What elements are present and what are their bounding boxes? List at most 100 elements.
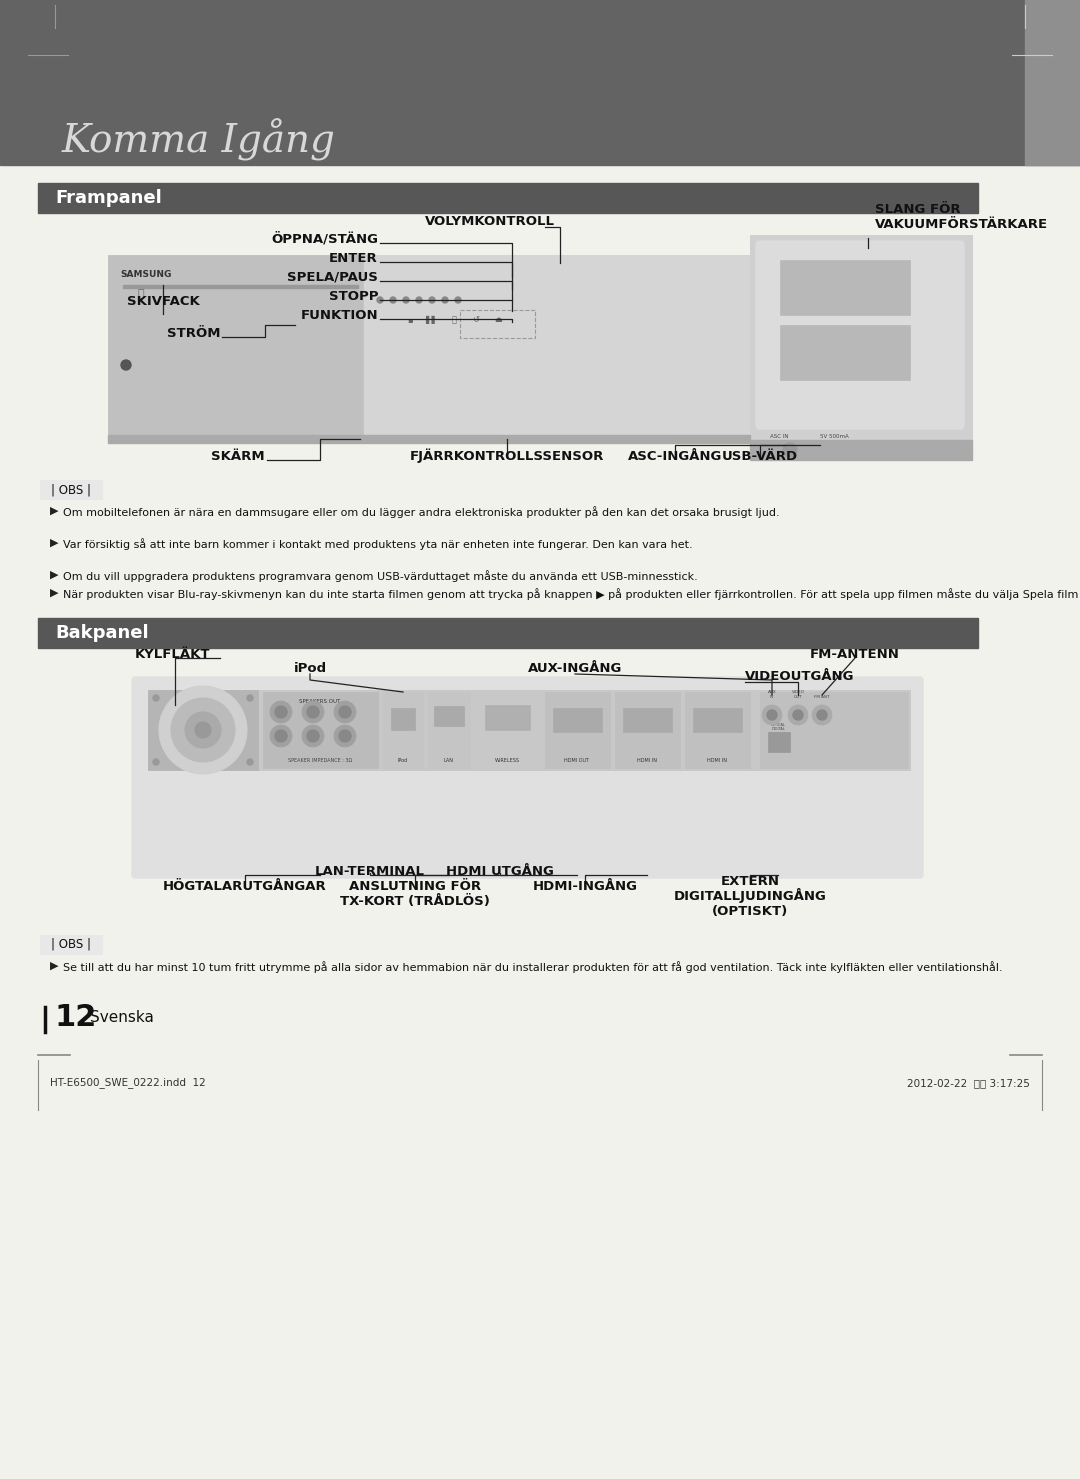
Circle shape — [247, 759, 253, 765]
Circle shape — [275, 705, 287, 717]
Text: EXTERN: EXTERN — [720, 876, 780, 887]
Bar — [750, 439, 972, 460]
Circle shape — [403, 297, 409, 303]
Text: ENTER: ENTER — [329, 251, 378, 265]
Text: AUX
IN: AUX IN — [768, 691, 777, 700]
Text: LAN: LAN — [444, 759, 454, 763]
Bar — [0, 0, 1080, 166]
Text: LAN-TERMINAL: LAN-TERMINAL — [315, 865, 426, 879]
Circle shape — [195, 722, 211, 738]
Text: SPEAKER IMPEDANCE : 3Ω: SPEAKER IMPEDANCE : 3Ω — [288, 759, 352, 763]
Text: ASC-INGÅNG: ASC-INGÅNG — [627, 450, 723, 463]
Circle shape — [185, 711, 221, 748]
Circle shape — [788, 705, 808, 725]
Bar — [108, 254, 750, 435]
Bar — [750, 235, 972, 456]
Bar — [780, 325, 910, 380]
Circle shape — [377, 297, 383, 303]
Circle shape — [762, 705, 782, 725]
Bar — [768, 732, 789, 751]
Text: Var försiktig så att inte barn kommer i kontakt med produktens yta när enheten i: Var försiktig så att inte barn kommer i … — [63, 538, 692, 550]
Bar — [475, 692, 540, 768]
Text: HDMI IN: HDMI IN — [637, 759, 657, 763]
Text: USB-VÄRD: USB-VÄRD — [721, 450, 798, 463]
Text: ÖPPNA/STÄNG: ÖPPNA/STÄNG — [271, 232, 378, 246]
Bar — [40, 481, 102, 498]
Circle shape — [390, 297, 396, 303]
Text: ▶: ▶ — [50, 538, 58, 549]
Text: Se till att du har minst 10 tum fritt utrymme på alla sidor av hemmabion när du : Se till att du har minst 10 tum fritt ut… — [63, 961, 1002, 973]
Text: ↺: ↺ — [473, 315, 480, 324]
Text: ▶: ▶ — [50, 961, 58, 972]
Bar — [40, 935, 102, 954]
Text: | OBS |: | OBS | — [51, 938, 91, 951]
Text: TX-KORT (TRÅDLÖS): TX-KORT (TRÅDLÖS) — [340, 895, 490, 908]
Text: ▶: ▶ — [50, 506, 58, 516]
Bar — [428, 692, 470, 768]
Circle shape — [153, 759, 159, 765]
Bar — [38, 618, 978, 648]
Bar — [434, 705, 464, 726]
Bar — [148, 691, 258, 771]
Text: 2012-02-22  오후 3:17:25: 2012-02-22 오후 3:17:25 — [907, 1078, 1030, 1089]
Bar — [780, 260, 910, 315]
Circle shape — [171, 698, 235, 762]
FancyBboxPatch shape — [756, 241, 964, 429]
Text: SLANG FÖR: SLANG FÖR — [875, 203, 960, 216]
Text: ⏻: ⏻ — [138, 288, 145, 299]
Text: 5V 500mA: 5V 500mA — [820, 433, 849, 439]
Circle shape — [302, 725, 324, 747]
Text: HDMI OUT: HDMI OUT — [565, 759, 590, 763]
Text: HDMI IN: HDMI IN — [707, 759, 727, 763]
Circle shape — [334, 725, 356, 747]
Text: STOPP: STOPP — [328, 290, 378, 303]
Bar — [693, 708, 742, 732]
Circle shape — [247, 695, 253, 701]
Bar — [623, 708, 672, 732]
Text: ▶: ▶ — [50, 589, 58, 598]
Bar — [264, 692, 378, 768]
Text: Om mobiltelefonen är nära en dammsugare eller om du lägger andra elektroniska pr: Om mobiltelefonen är nära en dammsugare … — [63, 506, 780, 518]
Bar — [460, 311, 535, 339]
Bar — [545, 692, 610, 768]
Text: Svenska: Svenska — [90, 1010, 153, 1025]
Text: ▌▌: ▌▌ — [426, 315, 438, 324]
Text: WIRELESS: WIRELESS — [495, 759, 519, 763]
Text: (OPTISKT): (OPTISKT) — [712, 905, 788, 918]
Circle shape — [270, 725, 292, 747]
Text: | OBS |: | OBS | — [51, 484, 91, 495]
Text: DIGITALLJUDINGÅNG: DIGITALLJUDINGÅNG — [674, 887, 826, 904]
Circle shape — [767, 710, 777, 720]
Bar — [615, 692, 680, 768]
Text: ▪: ▪ — [407, 315, 413, 324]
Text: STRÖM: STRÖM — [166, 327, 220, 340]
Circle shape — [812, 705, 832, 725]
Bar — [108, 254, 363, 435]
Text: OPTICAL
DIGITAL
AUDIO IN: OPTICAL DIGITAL AUDIO IN — [770, 723, 786, 737]
Bar — [38, 183, 978, 213]
Text: SPEAKERS OUT: SPEAKERS OUT — [299, 700, 340, 704]
FancyBboxPatch shape — [132, 677, 923, 879]
Circle shape — [810, 445, 820, 456]
Text: ⏮: ⏮ — [451, 315, 457, 324]
Circle shape — [270, 701, 292, 723]
Text: Bakpanel: Bakpanel — [55, 624, 149, 642]
Text: SKIVFACK: SKIVFACK — [126, 294, 200, 308]
Text: När produkten visar Blu-ray-skivmenyn kan du inte starta filmen genom att trycka: När produkten visar Blu-ray-skivmenyn ka… — [63, 589, 1080, 600]
Bar — [485, 705, 530, 731]
Circle shape — [793, 710, 804, 720]
Text: SAMSUNG: SAMSUNG — [120, 271, 172, 280]
Text: HDMI UTGÅNG: HDMI UTGÅNG — [446, 865, 554, 879]
Text: iPod: iPod — [397, 759, 408, 763]
Text: VOLYMKONTROLL: VOLYMKONTROLL — [426, 214, 555, 228]
Circle shape — [159, 686, 247, 774]
Text: KYLFLÄKT: KYLFLÄKT — [135, 648, 211, 661]
Text: AUX-INGÅNG: AUX-INGÅNG — [528, 663, 622, 674]
Bar — [123, 285, 357, 288]
Circle shape — [307, 731, 319, 742]
Bar — [553, 708, 602, 732]
Circle shape — [442, 297, 448, 303]
Text: FM-ANTENN: FM-ANTENN — [810, 648, 900, 661]
Text: iPod: iPod — [294, 663, 326, 674]
Circle shape — [783, 444, 797, 457]
